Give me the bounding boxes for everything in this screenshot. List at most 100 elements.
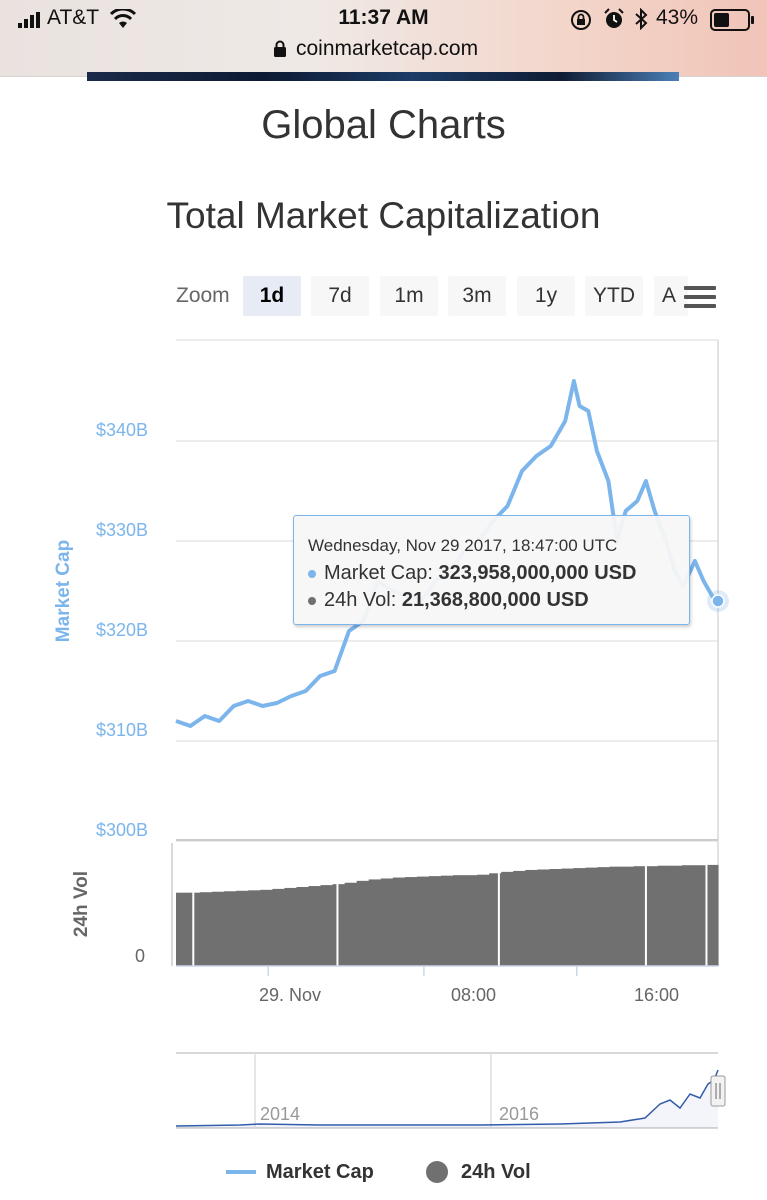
volume-legend-icon — [426, 1161, 448, 1183]
navigator-area — [176, 1070, 718, 1128]
status-bar: AT&T 11:37 AM 43% coinmarketcap.com — [0, 0, 767, 77]
zoom-3m-button[interactable]: 3m — [448, 276, 506, 316]
volume-bar — [188, 892, 201, 966]
volume-bar — [633, 866, 647, 966]
lock-icon — [274, 40, 286, 57]
zoom-7d-button[interactable]: 7d — [311, 276, 369, 316]
alarm-icon — [604, 8, 624, 28]
x-tick-label: 08:00 — [451, 985, 497, 1005]
clock: 11:37 AM — [338, 6, 429, 29]
volume-bar — [320, 885, 334, 966]
y-tick-label: $300B — [95, 820, 148, 840]
navigator-tick-label: 2016 — [499, 1104, 540, 1124]
volume-bar — [705, 864, 719, 966]
volume-bar — [416, 876, 430, 966]
menu-icon[interactable] — [684, 284, 716, 310]
zoom-ytd-button[interactable]: YTD — [585, 276, 643, 316]
volume-bar — [440, 875, 454, 966]
volume-bar — [549, 869, 562, 966]
volume-bar — [501, 871, 514, 966]
volume-bar — [573, 868, 587, 966]
tooltip-volume-value: 21,368,800,000 USD — [401, 589, 589, 611]
zoom-1m-button[interactable]: 1m — [380, 276, 438, 316]
volume-bar — [308, 886, 322, 966]
volume-bar — [597, 867, 611, 966]
volume-bar — [693, 865, 707, 966]
volume-bar — [236, 890, 249, 966]
volume-bar — [356, 880, 370, 966]
volume-bar — [465, 875, 478, 966]
volume-bar — [404, 877, 418, 966]
volume-bar — [212, 891, 225, 966]
page-title: Global Charts — [261, 103, 506, 147]
battery-percent: 43% — [656, 6, 699, 29]
tooltip-volume: 24h Vol: 21,368,800,000 USD — [308, 589, 589, 612]
volume-bar — [176, 892, 189, 966]
volume-bar — [248, 890, 261, 966]
zoom-1y-button[interactable]: 1y — [517, 276, 575, 316]
volume-bar — [272, 888, 285, 966]
volume-bar — [368, 879, 382, 966]
x-tick-label: 29. Nov — [259, 985, 322, 1005]
url-bar[interactable]: coinmarketcap.com — [296, 37, 479, 60]
volume-bar — [428, 876, 442, 966]
volume-tick-label: 0 — [134, 946, 145, 966]
chart-title: Total Market Capitalization — [166, 195, 601, 236]
y-tick-label: $340B — [95, 420, 148, 440]
signal-icon — [18, 12, 40, 28]
tooltip-volume-label: 24h Vol: — [324, 589, 397, 611]
volume-bar — [621, 866, 635, 966]
chart-tooltip: Wednesday, Nov 29 2017, 18:47:00 UTC Mar… — [293, 515, 690, 625]
y-tick-label: $320B — [95, 620, 148, 640]
hover-marker — [707, 590, 729, 612]
volume-bar — [609, 866, 623, 966]
rotation-lock-icon — [571, 10, 591, 30]
volume-bar — [200, 892, 213, 966]
x-tick-label: 16:00 — [634, 985, 680, 1005]
volume-bar — [260, 889, 273, 966]
volume-bar — [477, 874, 490, 966]
y-tick-label: $330B — [95, 520, 148, 540]
tooltip-market-cap-label: Market Cap: — [324, 562, 433, 584]
volume-bar — [224, 891, 237, 966]
volume-bar — [525, 869, 538, 966]
volume-bar — [332, 884, 346, 966]
volume-bar — [380, 878, 394, 966]
volume-bar — [296, 886, 309, 966]
volume-bars — [176, 843, 719, 967]
carrier-label: AT&T — [47, 6, 100, 29]
volume-bar — [513, 870, 526, 966]
hover-point — [711, 594, 725, 608]
volume-bar — [392, 877, 406, 966]
navigator-handle — [710, 1075, 726, 1107]
battery-icon — [710, 9, 754, 31]
navigator[interactable] — [175, 1052, 726, 1129]
banner-image-edge — [87, 72, 679, 81]
volume-bar — [585, 867, 599, 966]
legend-market-cap[interactable]: Market Cap — [266, 1161, 374, 1183]
y-tick-label: $310B — [95, 720, 148, 740]
volume-bar — [284, 887, 297, 966]
wifi-icon — [110, 9, 136, 28]
volume-bar — [681, 865, 695, 966]
volume-bar — [669, 865, 683, 966]
tooltip-date: Wednesday, Nov 29 2017, 18:47:00 UTC — [308, 536, 618, 555]
volume-dot-icon — [308, 596, 316, 605]
volume-bar — [561, 868, 574, 966]
volume-bar — [344, 882, 358, 966]
market-cap-legend-icon — [226, 1170, 256, 1174]
tooltip-market-cap: Market Cap: 323,958,000,000 USD — [308, 562, 636, 585]
volume-bar — [645, 866, 659, 966]
zoom-1d-button[interactable]: 1d — [243, 276, 301, 316]
tooltip-market-cap-value: 323,958,000,000 USD — [438, 562, 637, 584]
market-cap-dot-icon — [308, 569, 316, 578]
x-axis — [267, 966, 578, 976]
navigator-tick-label: 2014 — [260, 1104, 301, 1124]
zoom-label: Zoom — [176, 284, 230, 307]
navigator-line — [175, 1069, 719, 1127]
bluetooth-icon — [635, 8, 648, 30]
volume-bar — [537, 869, 550, 966]
legend-volume[interactable]: 24h Vol — [461, 1161, 531, 1183]
zoom-all-button[interactable]: A — [654, 276, 688, 316]
